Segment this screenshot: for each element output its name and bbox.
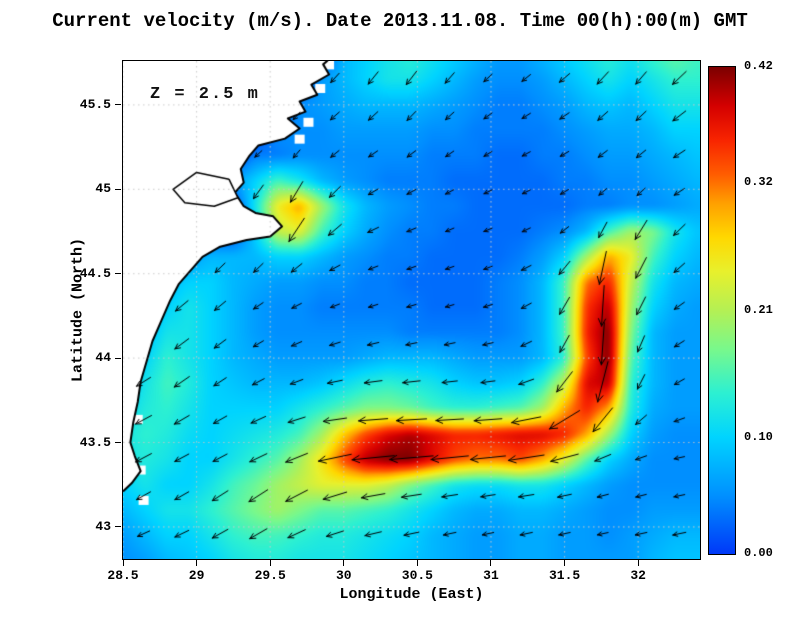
y-axis-tick (115, 526, 121, 528)
x-tick-label: 30.5 (401, 568, 433, 583)
colorbar-tick-label: 0.32 (744, 174, 773, 189)
x-axis-tick (637, 560, 639, 566)
y-axis-tick (115, 357, 121, 359)
y-tick-label: 43.5 (79, 434, 111, 450)
x-axis-label: Longitude (East) (339, 586, 484, 603)
colorbar-tick-label: 0.10 (744, 430, 773, 445)
y-axis-tick (115, 104, 121, 106)
x-axis-tick (416, 560, 418, 566)
y-tick-label: 44.5 (79, 265, 111, 281)
colorbar-tick-label: 0.42 (744, 59, 773, 73)
y-axis-tick (115, 273, 121, 275)
x-axis-tick (122, 560, 124, 566)
colorbar-tick-label: 0.21 (744, 302, 773, 317)
velocity-map-canvas (123, 61, 700, 559)
depth-annotation: Z = 2.5 m (150, 85, 260, 104)
x-tick-label: 28.5 (107, 568, 139, 583)
x-tick-label: 31 (483, 568, 499, 583)
x-axis-tick (490, 560, 492, 566)
x-axis-tick (564, 560, 566, 566)
x-axis-tick (269, 560, 271, 566)
y-tick-label: 45 (95, 181, 111, 197)
x-tick-label: 30 (335, 568, 352, 583)
chart-title: Current velocity (m/s). Date 2013.11.08.… (52, 10, 748, 32)
y-tick-label: 43 (95, 518, 111, 534)
y-tick-label: 44 (95, 350, 111, 366)
y-tick-label: 45.5 (79, 96, 111, 112)
x-axis-tick (343, 560, 345, 566)
y-axis-tick (115, 188, 121, 190)
x-tick-label: 31.5 (548, 568, 581, 583)
y-axis-tick (115, 442, 121, 444)
plot-area: Z = 2.5 m (122, 60, 701, 560)
x-tick-label: 32 (630, 568, 646, 583)
x-tick-label: 29.5 (254, 568, 286, 583)
colorbar-tick-label: 0.00 (744, 546, 773, 560)
colorbar-gradient (709, 67, 735, 554)
x-tick-label: 29 (188, 568, 205, 583)
x-axis-tick (196, 560, 198, 566)
colorbar (708, 66, 736, 555)
